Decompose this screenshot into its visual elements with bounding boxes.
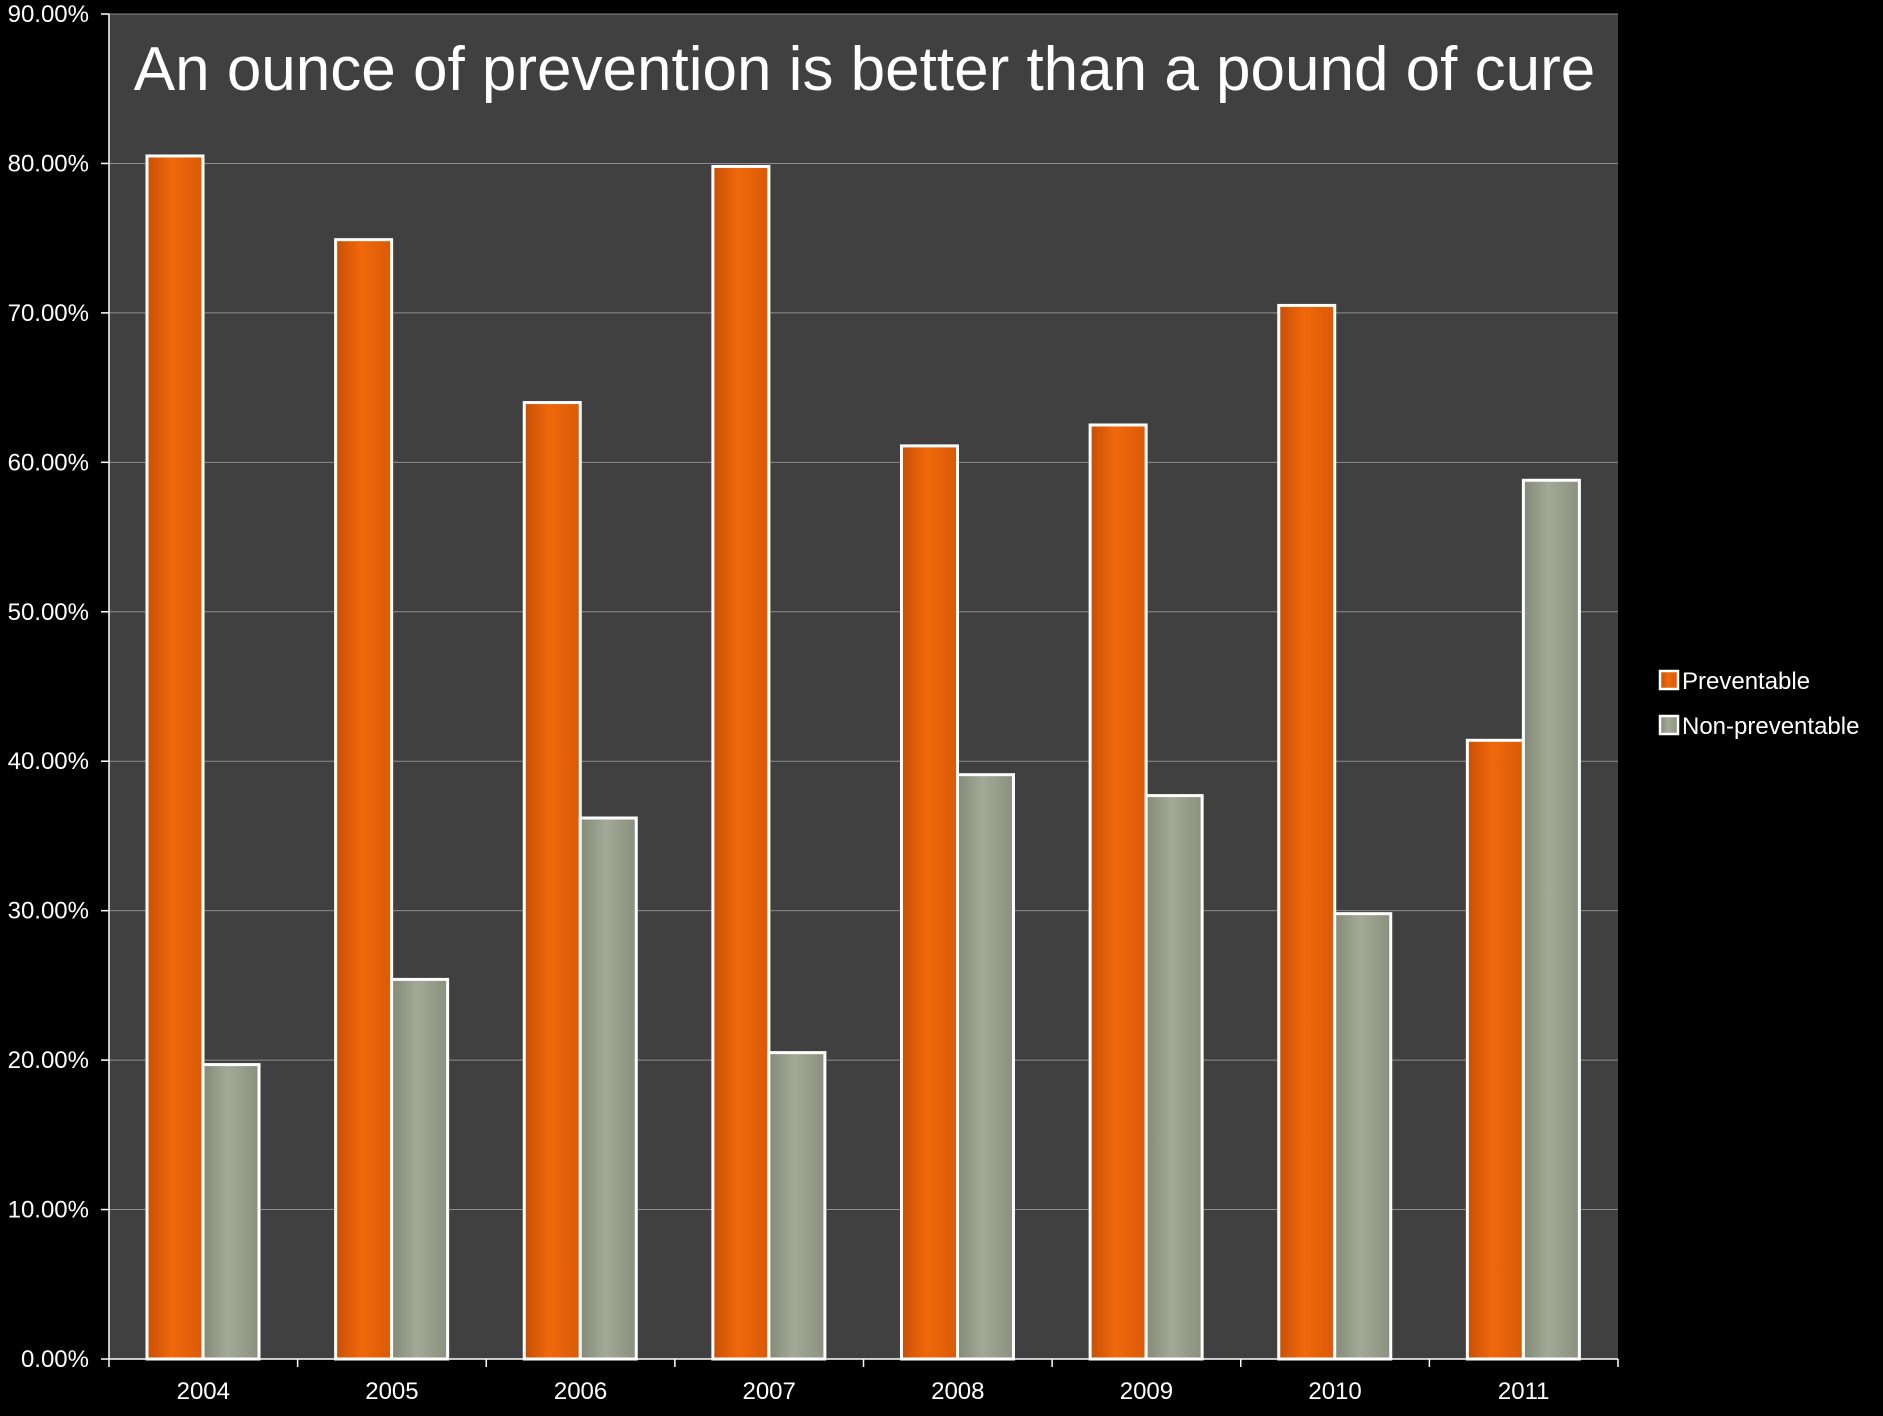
bars: [145, 154, 1581, 1361]
bar-preventable-2004: [145, 154, 205, 1361]
bar-non-preventable-2005: [390, 977, 450, 1361]
y-tick-label: 80.00%: [8, 150, 89, 177]
bar-preventable-2007: [711, 164, 771, 1361]
legend: Preventable Non-preventable: [1658, 668, 1859, 740]
x-tick-label: 2004: [177, 1378, 230, 1405]
legend-label-preventable: Preventable: [1682, 668, 1810, 695]
x-tick-label: 2009: [1120, 1378, 1173, 1405]
bar-preventable-2005: [334, 238, 394, 1361]
axes: 0.00% 10.00% 20.00% 30.00% 40.00% 50.00% 60.00…: [8, 1, 1619, 1405]
bar-non-preventable-2008: [956, 773, 1015, 1361]
y-tick-label: 40.00%: [8, 748, 89, 775]
y-tick-label: 70.00%: [8, 300, 89, 327]
y-tick-label: 60.00%: [8, 449, 89, 476]
bar-non-preventable-2009: [1144, 794, 1204, 1361]
y-tick-label: 90.00%: [8, 1, 89, 28]
bar-preventable-2009: [1088, 423, 1148, 1361]
bar-preventable-2011: [1465, 738, 1525, 1361]
x-tick-label: 2008: [931, 1378, 984, 1405]
x-tick-label: 2010: [1308, 1378, 1361, 1405]
legend-label-non-preventable: Non-preventable: [1682, 713, 1859, 740]
x-tick-label: 2007: [742, 1378, 795, 1405]
bar-preventable-2010: [1277, 303, 1337, 1361]
bar-non-preventable-2007: [767, 1051, 827, 1361]
x-tick-label: 2006: [554, 1378, 607, 1405]
bar-preventable-2006: [522, 401, 582, 1361]
bar-non-preventable-2006: [578, 816, 638, 1361]
bar-non-preventable-2004: [201, 1063, 261, 1361]
bar-non-preventable-2011: [1521, 478, 1581, 1361]
legend-swatch-non-preventable: [1658, 714, 1680, 736]
y-tick-label: 10.00%: [8, 1197, 89, 1224]
x-tick-label: 2011: [1498, 1378, 1550, 1405]
x-tick-label: 2005: [365, 1378, 418, 1405]
y-tick-label: 50.00%: [8, 599, 89, 626]
y-tick-label: 0.00%: [21, 1346, 89, 1373]
bar-preventable-2008: [900, 444, 959, 1361]
bar-non-preventable-2010: [1333, 912, 1393, 1361]
y-tick-label: 30.00%: [8, 898, 89, 925]
chart-title: An ounce of prevention is better than a …: [134, 35, 1595, 104]
y-tick-label: 20.00%: [8, 1047, 89, 1074]
legend-swatch-preventable: [1658, 669, 1680, 691]
